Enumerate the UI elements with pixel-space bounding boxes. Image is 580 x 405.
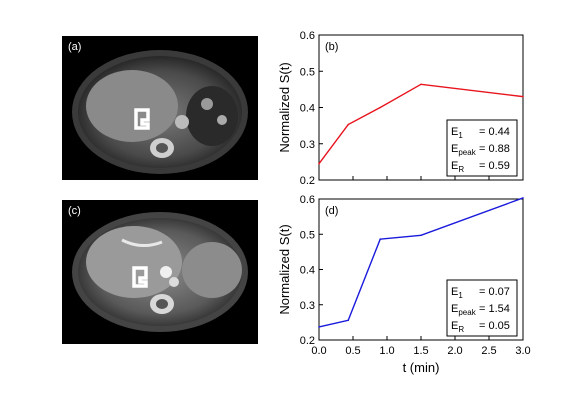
annotation-subscript: peak bbox=[458, 148, 476, 157]
annotation-subscript: peak bbox=[458, 308, 476, 317]
chart-1-xtick-label: 2.5 bbox=[481, 345, 496, 357]
mri-axial-abdomen-contrast-icon bbox=[62, 200, 258, 344]
annotation-subscript: R bbox=[458, 325, 464, 334]
chart-0-ytick-label: 0.2 bbox=[300, 175, 315, 187]
chart-1-ytick-label: 0.3 bbox=[300, 300, 315, 312]
chart-1-annotation-box bbox=[446, 279, 518, 337]
chart-1-data-point bbox=[347, 319, 350, 322]
annotation-subscript: R bbox=[458, 165, 464, 174]
panel-label-a: (a) bbox=[68, 41, 82, 53]
chart-1-xtick-label: 0.5 bbox=[345, 345, 360, 357]
annotation-symbol: E bbox=[451, 303, 458, 315]
chart-1-ytick-label: 0.4 bbox=[300, 265, 315, 277]
chart-1-ytick-label: 0.6 bbox=[300, 194, 315, 206]
chart-0-annotation-line: E1 bbox=[451, 126, 463, 140]
chart-0-annotation-value: = 0.88 bbox=[479, 143, 510, 155]
chart-1-annotation-value: = 1.54 bbox=[479, 303, 510, 315]
mri-axial-abdomen-icon bbox=[62, 36, 258, 180]
chart-1-ytick-label: 0.2 bbox=[300, 335, 315, 347]
annotation-subscript: 1 bbox=[458, 291, 463, 300]
chart-0-data-point bbox=[522, 95, 524, 98]
chart-1-data-point bbox=[318, 326, 320, 328]
annotation-symbol: E bbox=[451, 126, 458, 138]
annotation-symbol: E bbox=[451, 143, 458, 155]
panel-label-c: (c) bbox=[68, 205, 81, 217]
chart-1-annotation-value: = 0.07 bbox=[479, 286, 510, 298]
chart-1-ytick-label: 0.5 bbox=[300, 229, 315, 241]
chart-0-data-point bbox=[347, 123, 350, 126]
chart-1-xlabel: t (min) bbox=[403, 360, 440, 375]
chart-1-data-point bbox=[522, 197, 524, 199]
chart-1-data-point bbox=[379, 238, 382, 240]
chart-1-xtick-label: 1.0 bbox=[379, 345, 394, 357]
chart-1-annotation-line: E1 bbox=[451, 286, 463, 300]
chart-0-data-point bbox=[379, 106, 382, 109]
annotation-symbol: E bbox=[451, 160, 458, 172]
chart-0-ytick-label: 0.4 bbox=[300, 103, 315, 115]
chart-0-data-point bbox=[420, 83, 422, 86]
chart-0-annotation-value: = 0.44 bbox=[479, 126, 510, 138]
chart-1-data-point bbox=[420, 234, 422, 237]
chart-0-annotation-line: ER bbox=[451, 160, 464, 174]
annotation-subscript: 1 bbox=[458, 131, 463, 140]
chart-1-xtick-label: 3.0 bbox=[515, 345, 530, 357]
chart-1-panel-label: (d) bbox=[325, 205, 338, 217]
chart-0-panel-label: (b) bbox=[325, 41, 338, 53]
chart-0-ylabel: Normalized S(t) bbox=[277, 62, 292, 152]
chart-0-annotation-box bbox=[446, 119, 518, 177]
chart-0-annotation-value: = 0.59 bbox=[479, 160, 510, 172]
chart-1-xtick-label: 1.5 bbox=[413, 345, 428, 357]
chart-0-ytick-label: 0.5 bbox=[300, 66, 315, 78]
chart-0-ytick-label: 0.3 bbox=[300, 139, 315, 151]
chart-0-annotation-line: Epeak bbox=[451, 143, 477, 157]
chart-0-data-point bbox=[318, 162, 320, 165]
chart-1-xtick-label: 0.0 bbox=[311, 345, 326, 357]
chart-1-annotation-value: = 0.05 bbox=[479, 320, 510, 332]
chart-1-annotation-line: ER bbox=[451, 320, 464, 334]
chart-1-xtick-label: 2.0 bbox=[447, 345, 462, 357]
annotation-symbol: E bbox=[451, 286, 458, 298]
mri-image-a bbox=[62, 36, 258, 180]
chart-1-ylabel: Normalized S(t) bbox=[277, 224, 292, 314]
annotation-symbol: E bbox=[451, 320, 458, 332]
chart-1-annotation-line: Epeak bbox=[451, 303, 477, 317]
mri-image-c bbox=[62, 200, 258, 344]
chart-0-ytick-label: 0.6 bbox=[300, 30, 315, 42]
